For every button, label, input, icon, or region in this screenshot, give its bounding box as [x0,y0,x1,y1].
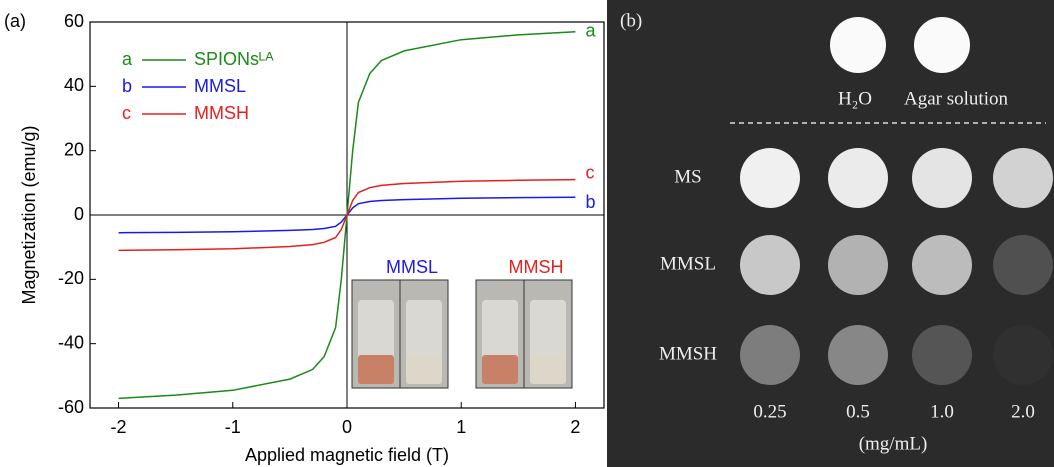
end-label: a [585,20,596,40]
top-label: Agar solution [904,88,1008,109]
y-tick-label: 40 [64,75,84,95]
x-tick-label: 2 [570,417,580,437]
phantom [993,235,1053,295]
phantom [993,325,1053,385]
x-tick-label: -2 [111,417,127,437]
phantom [993,148,1053,208]
panel-label: (b) [620,10,642,31]
panel-label: (a) [4,11,26,31]
x-tick-label: -1 [225,417,241,437]
legend-name: MMSL [194,76,246,96]
column-label: 0.5 [846,401,870,422]
legend-letter: b [122,76,132,96]
inset-label: MMSH [509,257,564,277]
phantom [912,148,972,208]
vial-photo [406,355,442,384]
phantom [740,148,800,208]
legend-letter: a [122,49,133,69]
y-tick-label: -60 [58,397,84,417]
column-label: 2.0 [1011,401,1035,422]
phantom [740,235,800,295]
unit-label: (mg/mL) [859,433,928,454]
y-tick-label: 20 [64,139,84,159]
top-label: H₂O [838,88,872,109]
phantom [828,148,888,208]
x-tick-label: 1 [456,417,466,437]
legend-letter: c [122,103,131,123]
mri-image [607,0,1054,467]
vial-photo [358,355,394,384]
phantom [828,235,888,295]
vial-photo [482,355,518,384]
phantom [912,235,972,295]
phantom [912,325,972,385]
inset-label: MMSL [386,257,438,277]
x-axis-title: Applied magnetic field (T) [245,445,449,465]
end-label: b [585,192,595,212]
phantom [828,325,888,385]
row-label: MMSL [660,253,716,274]
y-tick-label: -40 [58,332,84,352]
y-tick-label: 60 [64,11,84,31]
x-tick-label: 0 [342,417,352,437]
column-label: 0.25 [753,401,786,422]
y-tick-label: 0 [74,204,84,224]
column-label: 1.0 [930,401,954,422]
phantom [914,17,970,73]
row-label: MMSH [659,343,717,364]
y-axis-title: Magnetization (emu/g) [19,125,39,304]
y-tick-label: -20 [58,268,84,288]
row-label: MS [674,166,701,187]
legend-name: MMSH [194,103,249,123]
legend-name: SPIONsᴸᴬ [194,49,274,69]
phantom [830,17,886,73]
vial-photo [530,355,566,384]
end-label: c [585,162,594,182]
phantom [740,325,800,385]
figure: (a) Applied magnetic field (T) Magnetiza… [0,0,1054,467]
